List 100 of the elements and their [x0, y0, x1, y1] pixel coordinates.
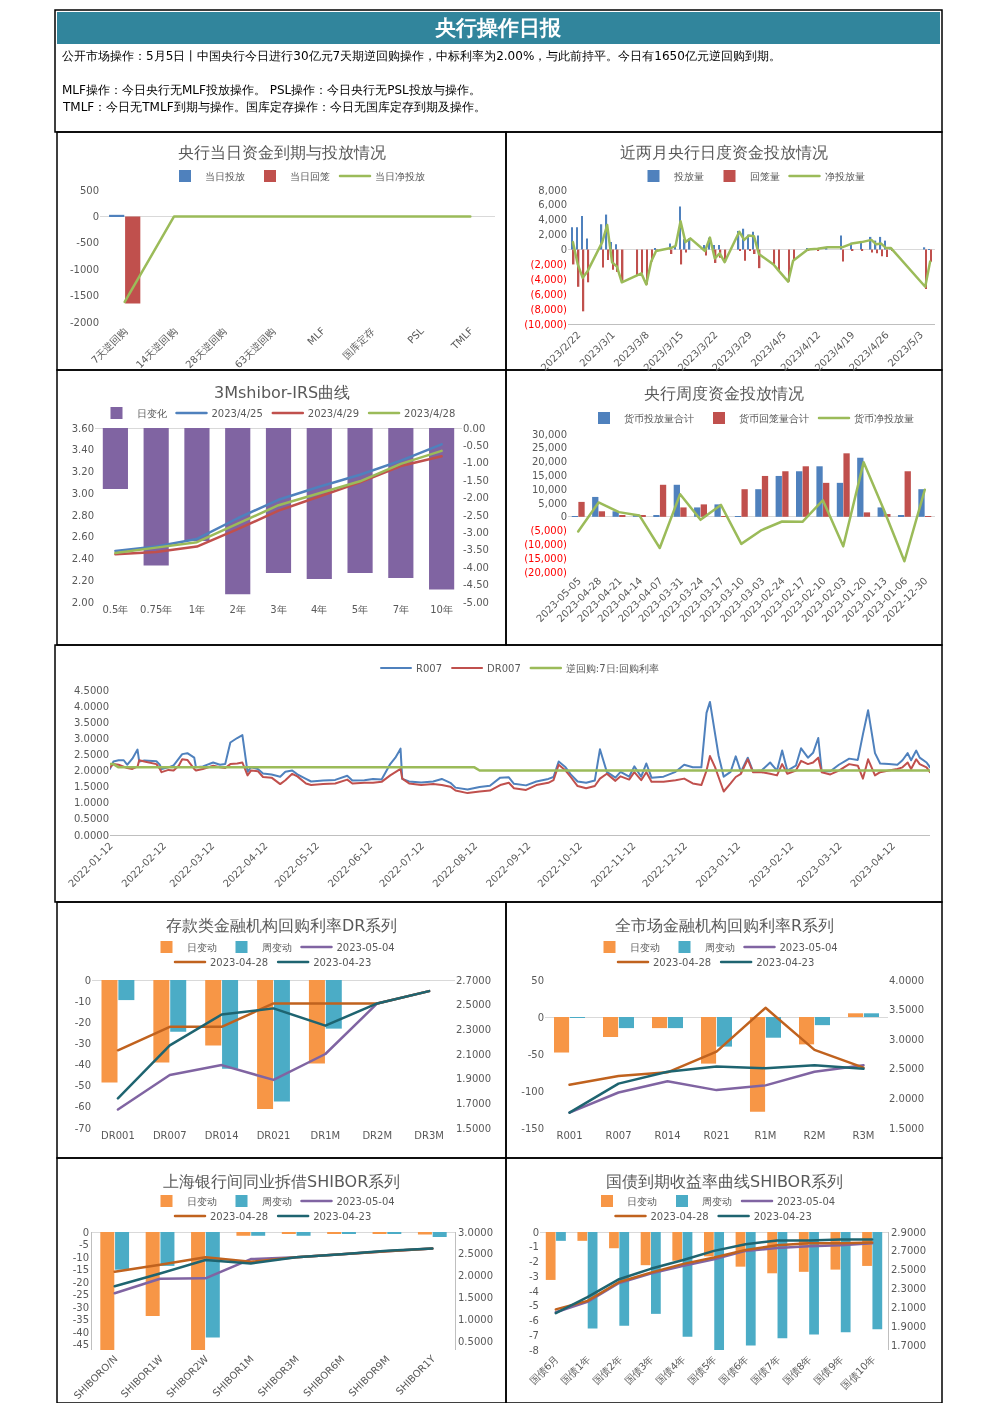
y-tick-label: (6,000) [530, 288, 568, 300]
y-tick-label: (10,000) [524, 538, 568, 550]
legend-label: 日变动 [629, 941, 660, 953]
y2-tick-label: -3.00 [463, 526, 489, 538]
y-tick-label: -40 [72, 1326, 89, 1338]
x-tick-label: R2M [803, 1130, 826, 1141]
legend-label: DR007 [487, 662, 521, 674]
y-tick-label: -50 [527, 1048, 544, 1060]
y2-tick-label: -0.50 [463, 439, 489, 451]
y-tick-label: -1 [529, 1241, 539, 1253]
y-tick-label: 2.5000 [74, 748, 109, 760]
y-tick-label: 6,000 [538, 199, 567, 211]
legend-label: 当日回笼 [290, 170, 330, 182]
text: TMLF：今日无TMLF到期与操作。国库定存操作：今日无国库定存到期及操作。 [62, 100, 486, 114]
legend-label: 2023-04-28 [210, 956, 269, 968]
y-tick-label: 4.0000 [74, 700, 109, 712]
chart-title: 央行当日资金到期与投放情况 [178, 143, 386, 162]
chart-title: 存款类金融机构回购利率DR系列 [166, 916, 398, 935]
y-tick-label: 50 [531, 974, 544, 986]
y2-tick-label: 2.3000 [891, 1283, 926, 1295]
y-tick-label: -10 [72, 1251, 89, 1263]
y-tick-label: -7 [529, 1329, 539, 1341]
y-tick-label: -50 [74, 1080, 91, 1092]
y2-tick-label: 1.9000 [891, 1320, 926, 1332]
y-tick-label: 3.0000 [74, 732, 109, 744]
legend-label: 周变动 [261, 941, 292, 953]
y2-tick-label: 1.7000 [456, 1097, 491, 1109]
y-tick-label: 3.00 [71, 487, 94, 499]
y2-tick-label: 2.9000 [891, 1226, 926, 1238]
x-tick-label: 3年 [270, 604, 287, 615]
y2-tick-label: -5.00 [463, 596, 489, 608]
legend-label: 日变动 [627, 1195, 657, 1207]
y-tick-label: -15 [72, 1264, 89, 1276]
y-tick-label: -3 [529, 1270, 539, 1282]
y-tick-label: 0 [537, 1011, 544, 1023]
y2-tick-label: 2.5000 [456, 999, 491, 1011]
y-tick-label: -45 [72, 1339, 89, 1351]
y-tick-label: (20,000) [524, 566, 568, 578]
y-tick-label: 0 [532, 1226, 539, 1238]
x-tick-label: 国债4年 [653, 1353, 688, 1387]
y-tick-label: -20 [72, 1276, 89, 1288]
y2-tick-label: 0.5000 [458, 1335, 493, 1347]
y-tick-label: -150 [521, 1122, 544, 1134]
legend-label: 2023-05-04 [779, 941, 838, 953]
y-tick-label: -1500 [69, 290, 99, 302]
y-tick-label: -500 [76, 237, 99, 249]
y-tick-label: -8 [529, 1344, 539, 1356]
y-tick-label: 4.5000 [74, 684, 109, 696]
y2-tick-label: 2.3000 [456, 1023, 491, 1035]
x-tick-label: 7年 [392, 604, 410, 615]
legend-label: 2023-05-04 [336, 941, 395, 953]
y2-tick-label: -2.00 [463, 492, 489, 504]
x-tick-label: PSL [405, 324, 427, 346]
y2-tick-label: 2.5000 [889, 1063, 924, 1075]
x-tick-label: 国债7年 [748, 1353, 783, 1387]
y2-tick-label: 2.0000 [458, 1270, 493, 1282]
text: MLF操作：今日央行无MLF投放操作。 PSL操作：今日央行无PSL投放与操作。 [62, 83, 481, 97]
y-tick-label: -25 [72, 1289, 89, 1301]
legend-label: 2023/4/29 [307, 407, 360, 419]
legend-label: 日变动 [186, 941, 217, 953]
y-tick-label: 15,000 [532, 469, 567, 481]
y-tick-label: 0 [560, 511, 567, 523]
y2-tick-label: 1.5000 [889, 1122, 924, 1134]
chart-title: 央行周度资金投放情况 [644, 384, 804, 403]
y2-tick-label: 4.0000 [889, 974, 924, 986]
legend-label: 2023-04-23 [313, 956, 372, 968]
x-tick-label: 国债6年 [717, 1353, 751, 1387]
y-tick-label: 2,000 [538, 229, 567, 241]
legend-label: 2023-04-28 [650, 1210, 709, 1222]
legend-label: 2023/4/25 [211, 407, 263, 419]
y-tick-label: -100 [521, 1085, 544, 1097]
x-tick-label: 14天逆回购 [133, 325, 180, 371]
y2-tick-label: -4.50 [463, 579, 489, 591]
y-tick-label: -40 [74, 1059, 91, 1071]
y-tick-label: -60 [74, 1101, 91, 1113]
x-tick-label: 4年 [311, 604, 328, 615]
x-tick-label: 10年 [430, 604, 453, 615]
y-tick-label: -5 [79, 1239, 89, 1251]
y-tick-label: 3.60 [71, 422, 94, 434]
legend-label: 回笼量 [749, 170, 780, 182]
y-tick-label: -5 [529, 1300, 539, 1312]
y2-tick-label: 2.1000 [456, 1048, 491, 1060]
legend-label: 当日投放 [205, 170, 245, 182]
y-tick-label: 2.20 [71, 574, 94, 586]
chart-title: 上海银行间同业拆借SHIBOR系列 [163, 1172, 401, 1191]
legend-label: 日变化 [136, 407, 167, 419]
text: 公开市场操作：5月5日丨中国央行今日进行30亿元7天期逆回购操作，中标利率为2.00%，与此前持平。今日有1650亿元逆回购到期。 [62, 49, 781, 63]
x-tick-label: R1M [754, 1130, 777, 1141]
legend-label: 周变动 [702, 1195, 732, 1207]
y-tick-label: 0 [92, 210, 99, 222]
y-tick-label: -1000 [69, 263, 99, 275]
y-tick-label: 30,000 [532, 428, 567, 440]
x-tick-label: 国库定存 [340, 325, 377, 362]
x-tick-label: 63天逆回购 [232, 325, 278, 371]
x-tick-label: DR007 [152, 1130, 187, 1141]
legend-label: 逆回购:7日:回购利率 [565, 662, 659, 674]
x-tick-label: 28天逆回购 [183, 325, 229, 371]
x-tick-label: DR001 [101, 1130, 135, 1141]
y-tick-label: (5,000) [530, 525, 568, 537]
y-tick-label: -6 [529, 1315, 539, 1326]
